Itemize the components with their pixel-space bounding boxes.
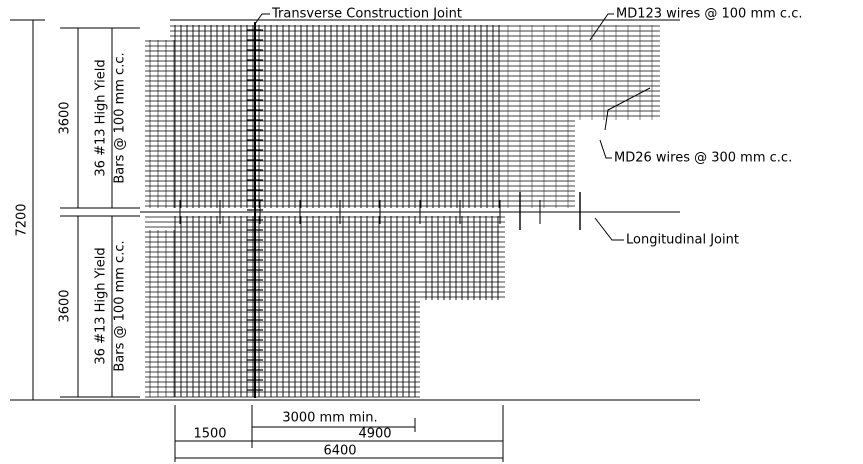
dim-label: 6400 <box>323 444 356 459</box>
dim-label: 3600 <box>58 289 73 322</box>
leader <box>595 218 624 240</box>
dim-label: 3000 mm min. <box>282 411 377 426</box>
drawing: 7200 3600 3600 36 #13 High Yield Bars @ … <box>0 0 863 464</box>
mesh <box>145 22 660 398</box>
callout: Longitudinal Joint <box>626 233 739 248</box>
dim-label: 7200 <box>15 203 30 236</box>
callout: MD26 wires @ 300 mm c.c. <box>614 151 792 166</box>
bar-note: Bars @ 100 mm c.c. <box>113 52 128 183</box>
bar-note: 36 #13 High Yield <box>94 59 109 176</box>
callout: MD123 wires @ 100 mm c.c. <box>616 7 802 22</box>
bar-note: 36 #13 High Yield <box>94 247 109 364</box>
bar-note: Bars @ 100 mm c.c. <box>113 240 128 371</box>
dim-label: 3600 <box>58 101 73 134</box>
dim-label: 4900 <box>358 427 391 442</box>
leader <box>255 14 270 24</box>
leader <box>605 88 650 130</box>
dim-label: 1500 <box>193 427 226 442</box>
page: {"labels": {"transverse_joint": "Transve… <box>0 0 863 464</box>
callout: Transverse Construction Joint <box>271 7 462 22</box>
leader <box>600 140 612 158</box>
